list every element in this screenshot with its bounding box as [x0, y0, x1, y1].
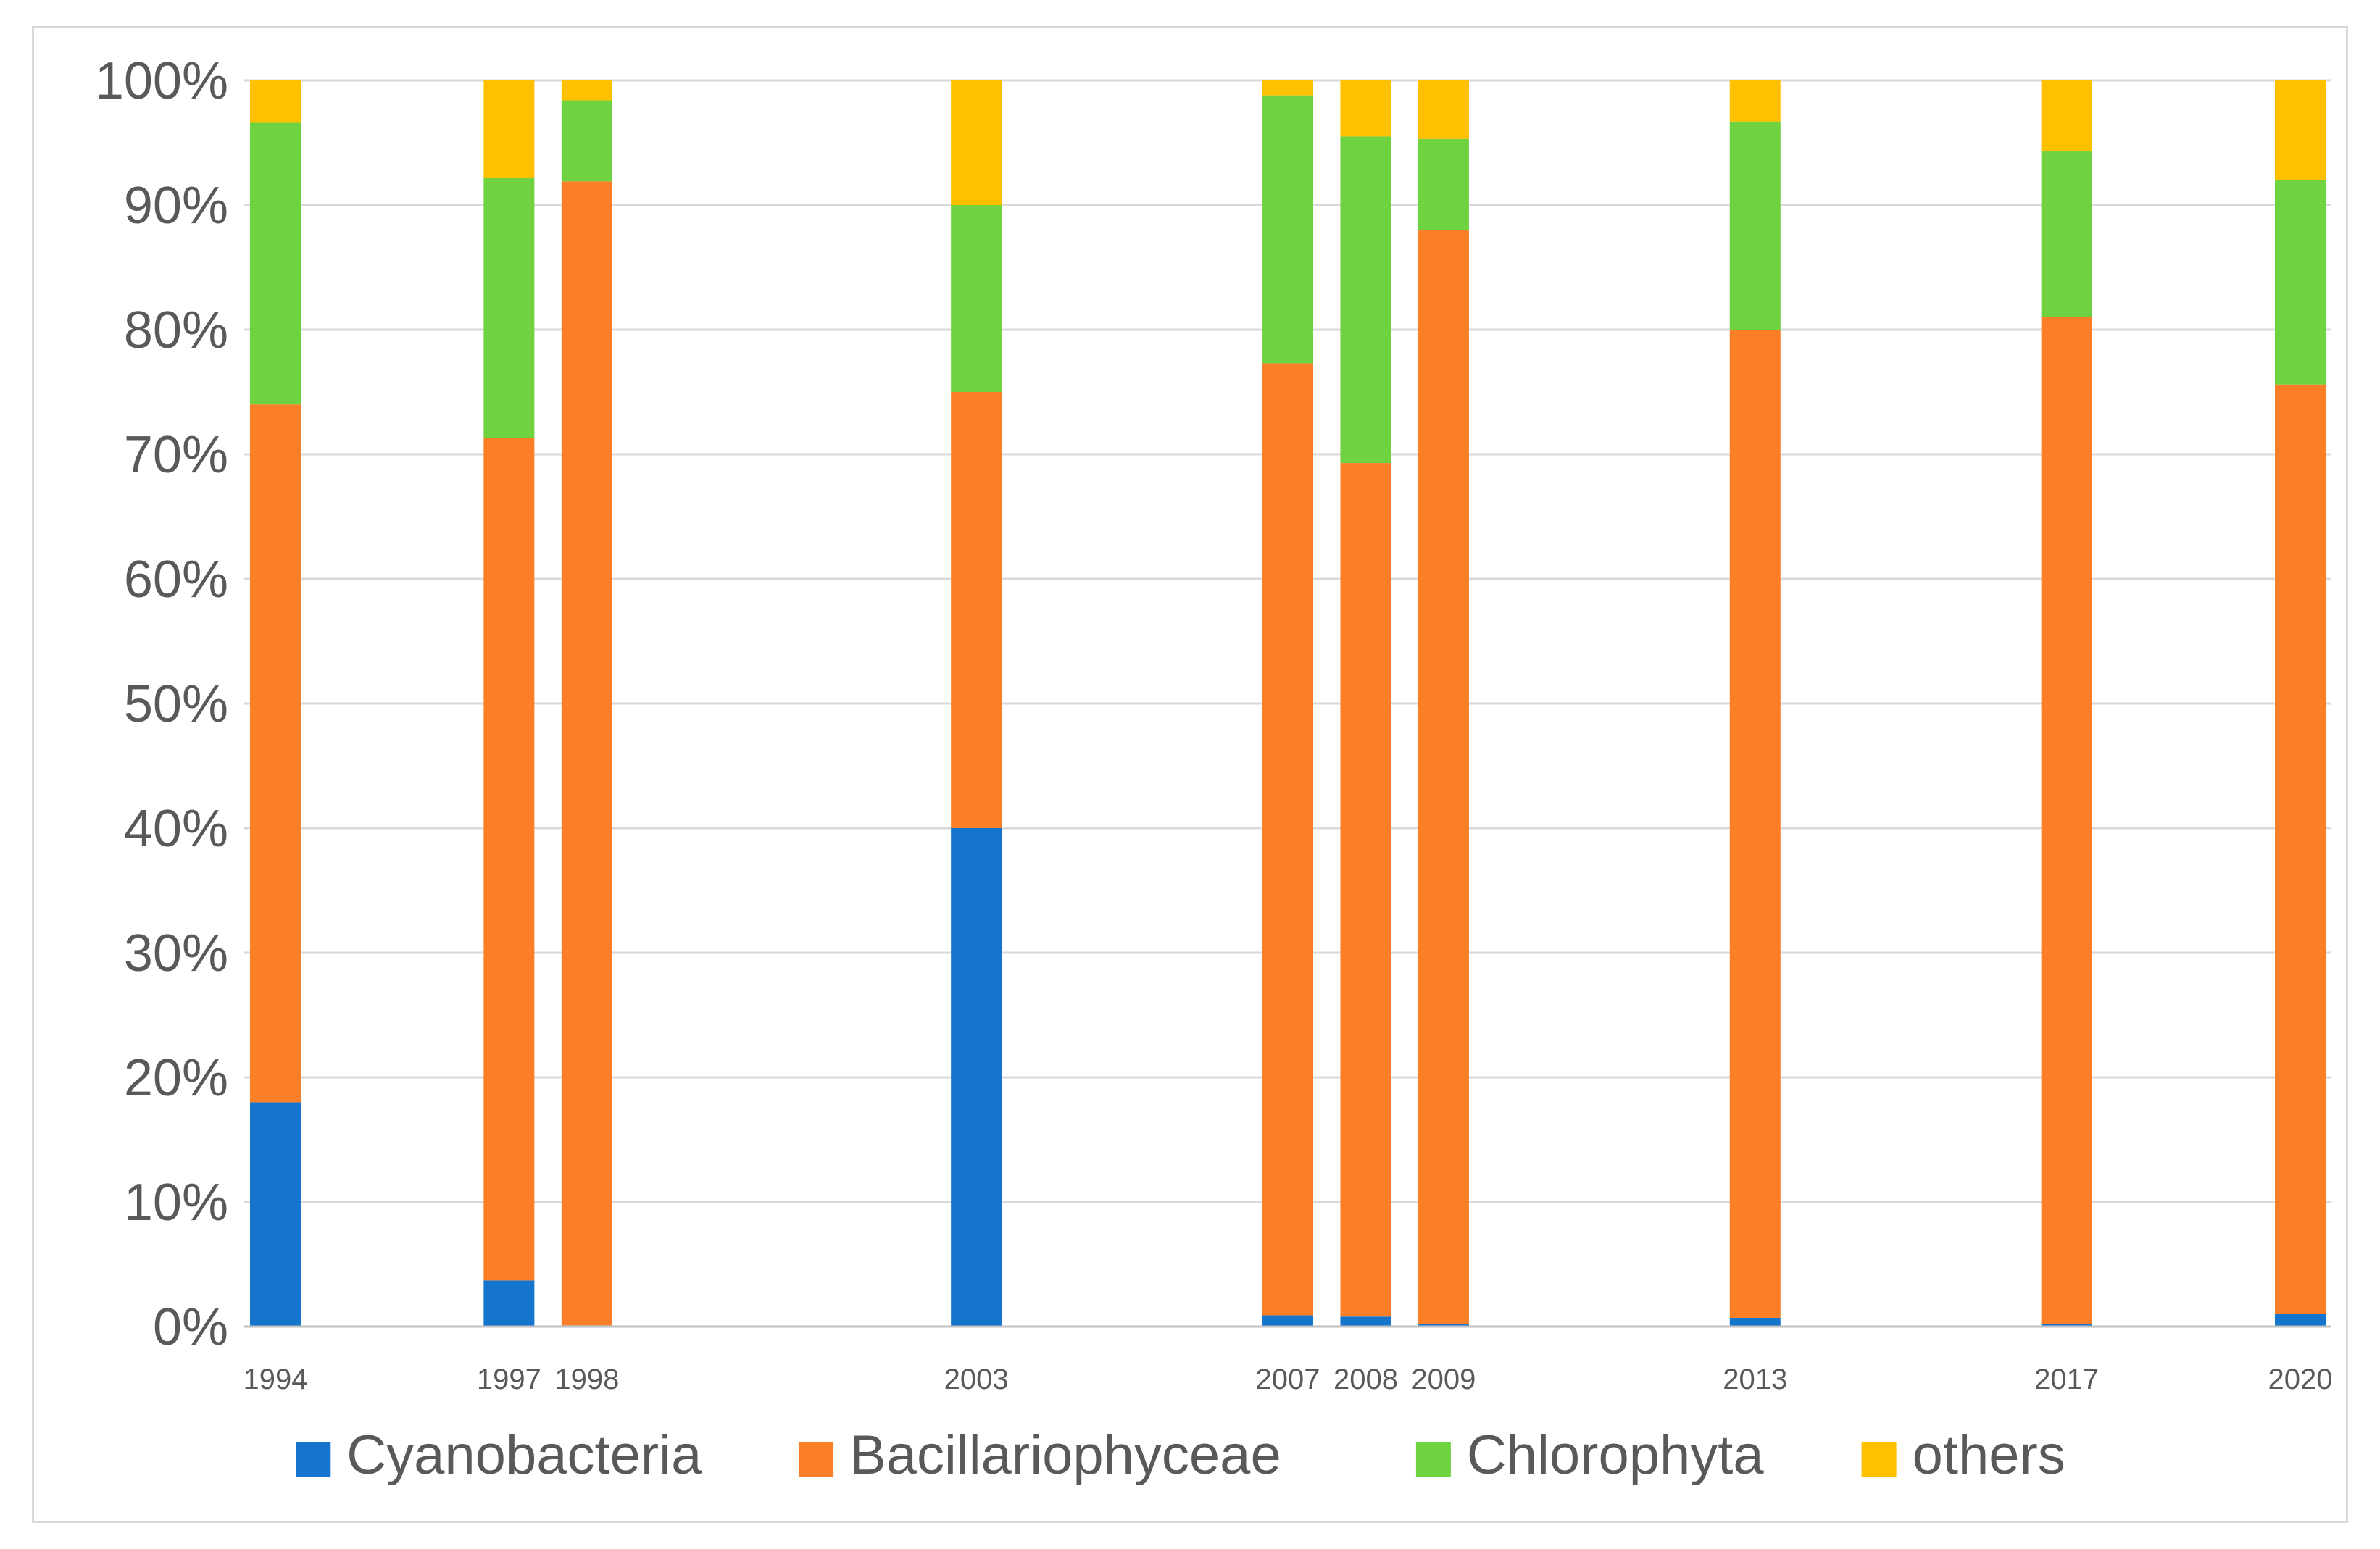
bar-chlorophyta-1994: [249, 122, 301, 405]
bar-chlorophyta-2013: [1729, 121, 1781, 330]
chart-frame: 0% 10% 20% 30% 40% 50% 60% 70% 80% 90% 100% 1994 19…: [32, 26, 2348, 1523]
bar-others-1998: [561, 80, 612, 101]
bar-chlorophyta-2017: [2041, 151, 2092, 317]
bar-stack-2013: [1729, 80, 1781, 1327]
bar-cyanobacteria-1994: [249, 1102, 301, 1327]
bar-stack-2017: [2041, 80, 2092, 1327]
y-tick-label: 0%: [153, 1298, 228, 1356]
bar-others-2009: [1418, 80, 1469, 139]
y-tick-label: 100%: [95, 52, 228, 110]
bar-others-2003: [951, 80, 1002, 205]
bar-bacillariophyceae-2020: [2275, 384, 2326, 1314]
bar-bacillariophyceae-1997: [483, 438, 535, 1281]
legend-label: Bacillariophyceae: [849, 1424, 1281, 1486]
x-tick-label-1994: 1994: [243, 1364, 307, 1395]
bar-cyanobacteria-2009: [1418, 1324, 1469, 1327]
y-axis: 0% 10% 20% 30% 40% 50% 60% 70% 80% 90% 100%: [95, 52, 228, 1356]
y-tick-label: 20%: [124, 1049, 228, 1107]
bar-chlorophyta-1998: [561, 100, 612, 182]
bar-others-1997: [483, 80, 535, 178]
legend-swatch: [1415, 1442, 1451, 1477]
bar-stack-2008: [1340, 80, 1391, 1327]
bar-others-1994: [249, 80, 301, 123]
bar-cyanobacteria-2013: [1729, 1317, 1781, 1327]
x-tick-label-2007: 2007: [1256, 1364, 1320, 1395]
bar-stack-1997: [483, 80, 535, 1327]
legend-item-chlorophyta: Chlorophyta: [1415, 1424, 1765, 1486]
bar-stack-2003: [951, 80, 1002, 1327]
y-tick-label: 80%: [124, 301, 228, 359]
bar-others-2017: [2041, 80, 2092, 152]
bar-stack-1994: [249, 80, 301, 1327]
bars: [249, 80, 2326, 1327]
bar-others-2020: [2275, 80, 2326, 180]
bar-chlorophyta-2008: [1340, 136, 1391, 464]
bar-others-2008: [1340, 80, 1391, 137]
x-tick-label-2013: 2013: [1723, 1364, 1787, 1395]
bar-chlorophyta-2003: [951, 205, 1002, 392]
legend-item-bacillariophyceae: Bacillariophyceae: [799, 1424, 1281, 1486]
bar-stack-2009: [1418, 80, 1469, 1327]
bar-bacillariophyceae-2003: [951, 392, 1002, 828]
y-tick-label: 70%: [124, 426, 228, 484]
x-axis: 1994 1997 1998 2003 2007 2008 2009 2013 2017 2020: [243, 1364, 2332, 1395]
bar-chlorophyta-1997: [483, 178, 535, 438]
bar-bacillariophyceae-2017: [2041, 317, 2092, 1324]
x-tick-label-2003: 2003: [944, 1364, 1009, 1395]
y-tick-label: 40%: [124, 800, 228, 858]
x-tick-label-1998: 1998: [554, 1364, 619, 1395]
x-tick-label-2008: 2008: [1333, 1364, 1398, 1395]
bar-bacillariophyceae-2013: [1729, 330, 1781, 1318]
legend-swatch: [1861, 1442, 1897, 1477]
legend-label: Cyanobacteria: [346, 1424, 702, 1486]
bar-bacillariophyceae-2008: [1340, 463, 1391, 1317]
y-tick-label: 30%: [124, 924, 228, 982]
legend-item-others: others: [1861, 1424, 2065, 1486]
x-tick-label-2020: 2020: [2268, 1364, 2333, 1395]
legend-label: Chlorophyta: [1467, 1424, 1765, 1486]
bar-bacillariophyceae-1998: [561, 181, 612, 1326]
x-tick-label-1997: 1997: [477, 1364, 541, 1395]
x-tick-label-2017: 2017: [2034, 1364, 2099, 1395]
bar-cyanobacteria-1997: [483, 1280, 535, 1327]
bar-others-2013: [1729, 80, 1781, 122]
bar-bacillariophyceae-2009: [1418, 230, 1469, 1324]
legend-swatch: [799, 1442, 834, 1477]
bar-chlorophyta-2009: [1418, 138, 1469, 230]
bar-bacillariophyceae-1994: [249, 404, 301, 1103]
bar-cyanobacteria-2020: [2275, 1314, 2326, 1327]
bar-chlorophyta-2007: [1262, 95, 1313, 364]
legend-label: others: [1913, 1424, 2065, 1486]
bar-stack-2020: [2275, 80, 2326, 1327]
bar-others-2007: [1262, 80, 1313, 96]
legend-swatch: [296, 1442, 331, 1477]
x-tick-label-2009: 2009: [1411, 1364, 1476, 1395]
y-tick-label: 10%: [124, 1174, 228, 1232]
y-tick-label: 60%: [124, 551, 228, 609]
bar-stack-1998: [561, 80, 612, 1327]
legend: Cyanobacteria Bacillariophyceae Chlorophyt…: [296, 1424, 2065, 1486]
y-tick-label: 50%: [124, 675, 228, 733]
bar-cyanobacteria-2008: [1340, 1316, 1391, 1327]
bar-cyanobacteria-2003: [951, 828, 1002, 1327]
bar-bacillariophyceae-2007: [1262, 363, 1313, 1316]
bar-cyanobacteria-2017: [2041, 1324, 2092, 1327]
bar-stack-2007: [1262, 80, 1313, 1327]
bar-cyanobacteria-2007: [1262, 1315, 1313, 1327]
stacked-bar-chart: 0%10%20%30%40%50%60%70%80%90%100% 1994 19…: [95, 52, 2333, 1486]
bar-chlorophyta-2020: [2275, 180, 2326, 385]
legend-item-cyanobacteria: Cyanobacteria: [296, 1424, 702, 1486]
y-tick-label: 90%: [124, 177, 228, 235]
